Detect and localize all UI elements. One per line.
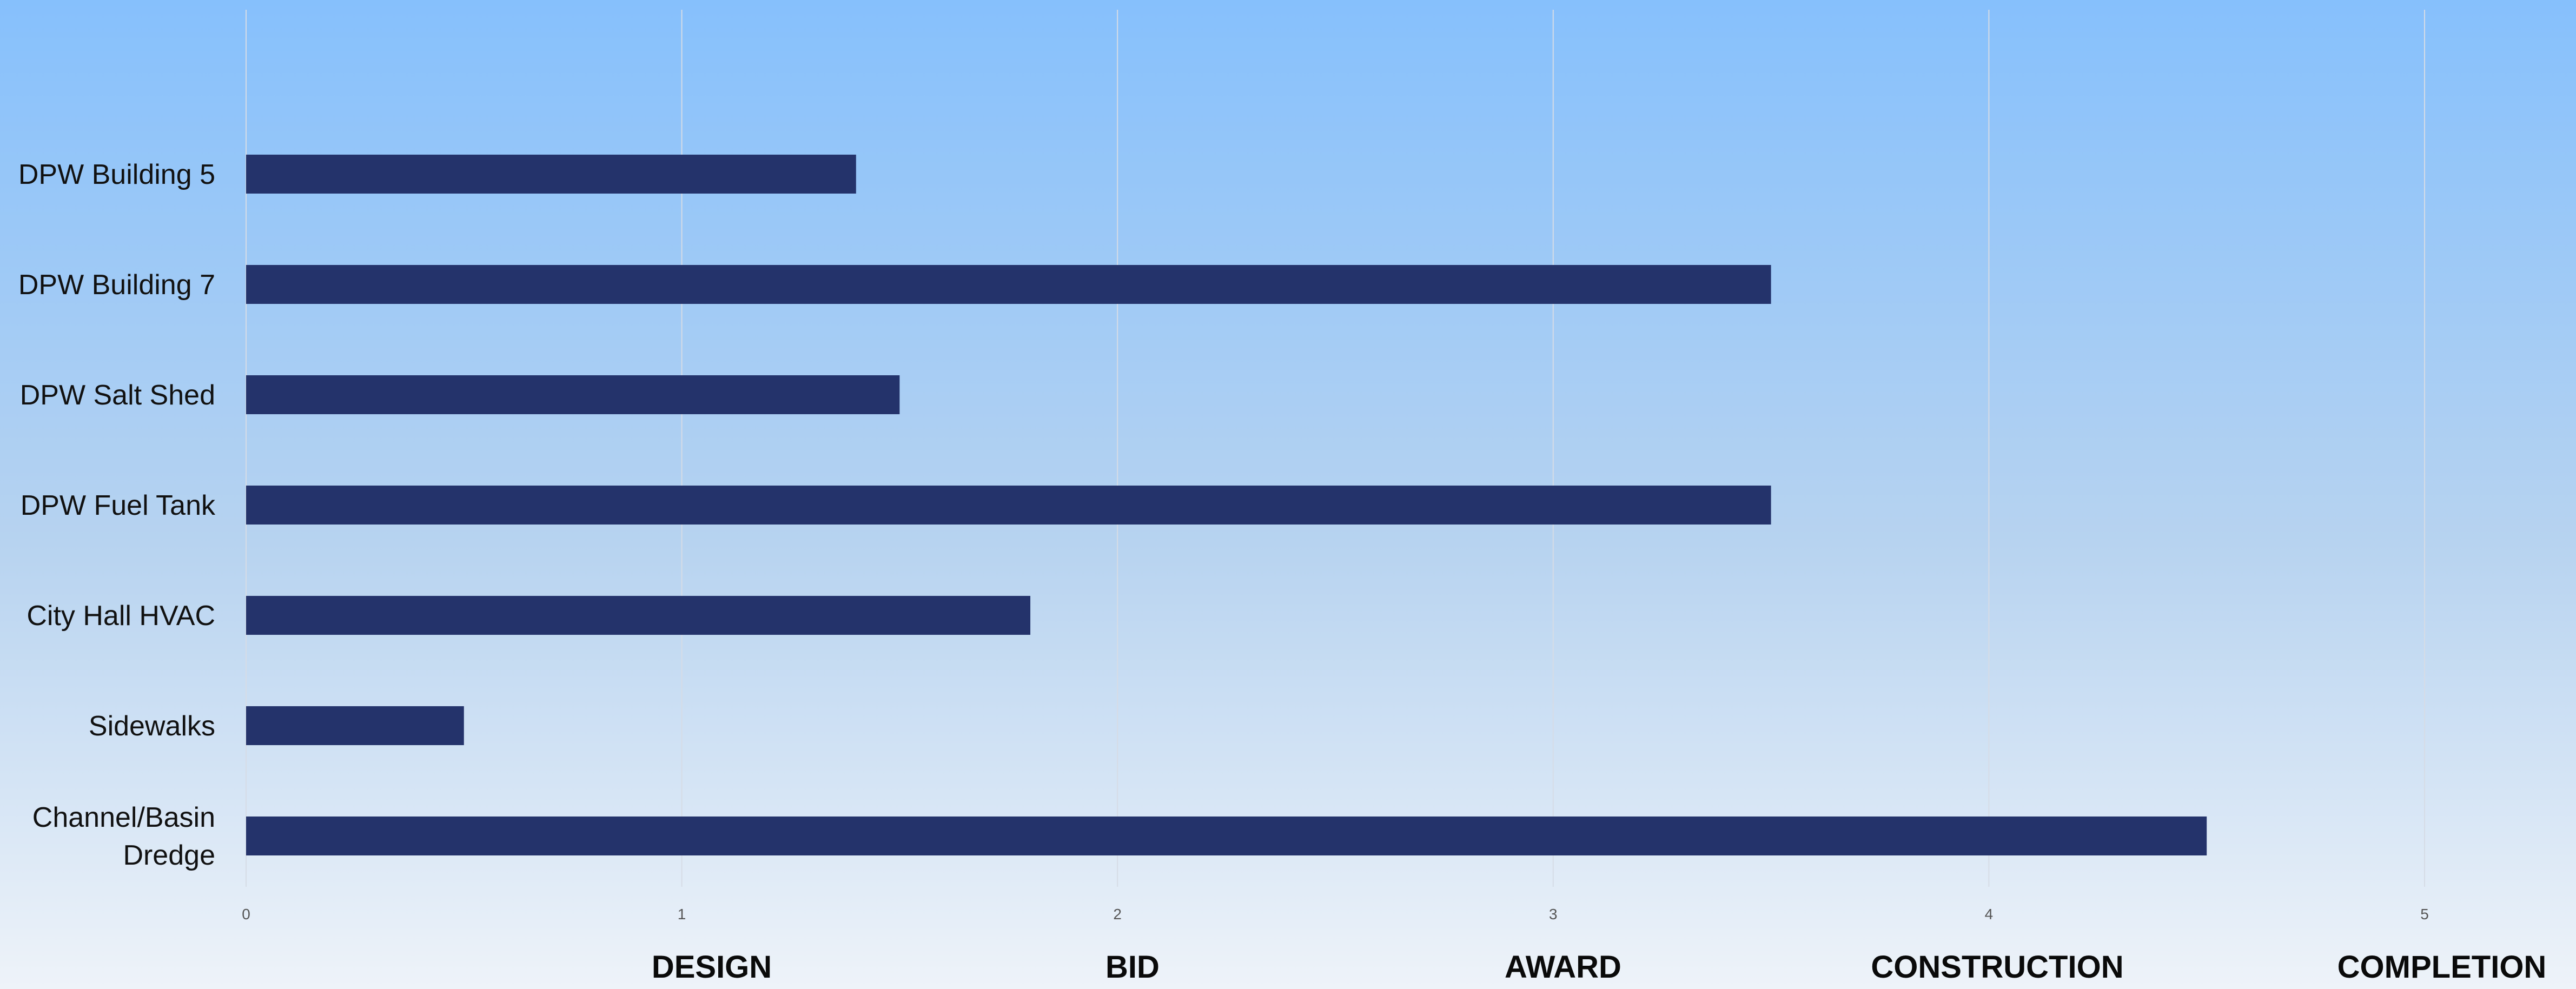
x-tick-label: 5 [2420,906,2429,922]
x-tick-label: 3 [1549,906,1558,922]
category-labels: DPW Building 5 DPW Building 7 DPW Salt She… [18,159,216,871]
stage-label: BID [1105,950,1160,985]
category-label: Sidewalks [89,711,215,742]
x-tick-label: 0 [242,906,250,922]
category-label: DPW Salt Shed [20,380,215,411]
bar [246,375,900,414]
stage-label: AWARD [1505,950,1621,985]
bar [246,817,2207,855]
bar [246,155,856,194]
category-label: Channel/Basin [32,802,215,833]
stage-label: COMPLETION [2337,950,2547,985]
stage-labels: DESIGN BID AWARD CONSTRUCTION COMPLETION [652,950,2547,985]
x-tick-label: 1 [678,906,686,922]
bar [246,596,1031,635]
stage-label: DESIGN [652,950,772,985]
category-label: Dredge [123,840,215,871]
bar [246,265,1771,304]
bars [246,155,2207,855]
bar [246,706,464,745]
category-label: City Hall HVAC [27,600,215,632]
stage-label: CONSTRUCTION [1871,950,2123,985]
x-tick-label: 2 [1113,906,1122,922]
gridlines [246,10,2425,887]
bar [246,486,1771,525]
x-tick-label: 4 [1985,906,1994,922]
x-tick-labels: 0 1 2 3 4 5 [242,906,2429,922]
category-label: DPW Building 5 [18,159,215,190]
category-label: DPW Building 7 [18,269,215,301]
category-label: DPW Fuel Tank [21,490,216,521]
